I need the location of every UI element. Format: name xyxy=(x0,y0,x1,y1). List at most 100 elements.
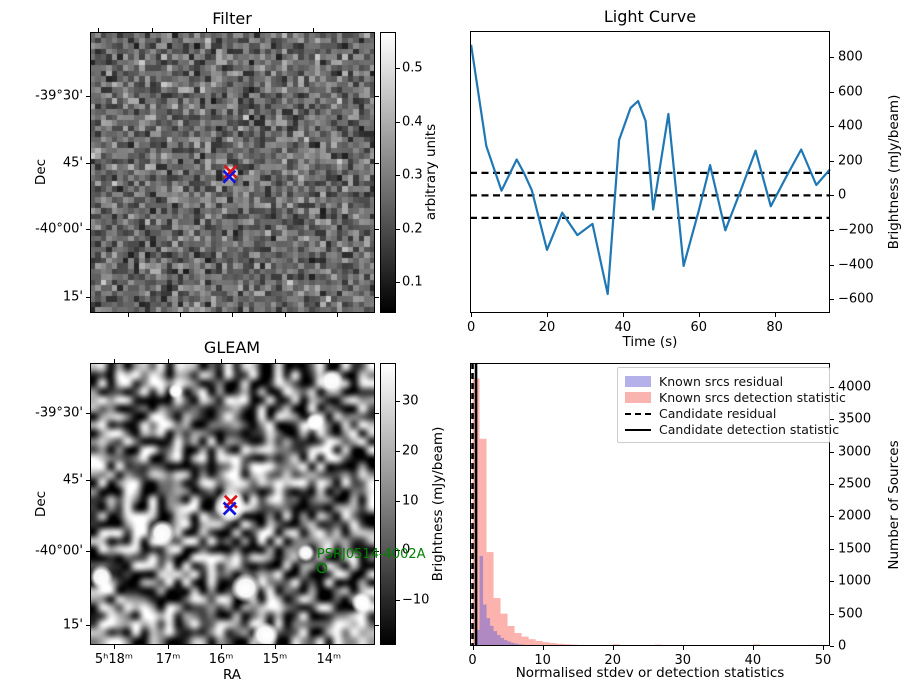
axis-tick xyxy=(830,229,834,231)
axis-tick xyxy=(622,313,624,317)
axis-tick xyxy=(830,516,834,518)
count-tick-label: 3500 xyxy=(838,411,872,427)
axis-tick xyxy=(830,264,834,266)
ra-tick-label: 17ᵐ xyxy=(155,652,181,667)
legend-item: Known srcs detection statistic xyxy=(625,390,846,405)
axis-tick xyxy=(830,299,834,301)
axis-tick xyxy=(396,68,400,70)
axis-tick xyxy=(830,56,834,58)
axis-tick xyxy=(830,581,834,583)
axis-tick xyxy=(113,359,115,363)
axis-tick xyxy=(830,613,834,615)
filter-colorbar-label: arbitrary units xyxy=(423,123,439,221)
dec-tick-label: -39°30' xyxy=(35,88,83,104)
axis-tick xyxy=(375,95,379,97)
axis-tick xyxy=(472,646,474,650)
dec-tick-label: 15' xyxy=(62,617,83,633)
legend-label: Candidate detection statistic xyxy=(659,422,840,437)
lightcurve-xlabel: Time (s) xyxy=(622,334,678,350)
axis-tick xyxy=(205,28,207,32)
axis-tick xyxy=(231,313,233,317)
axis-tick xyxy=(113,645,115,649)
brightness-tick-label: −200 xyxy=(838,222,874,238)
dec-tick-label: -40°00' xyxy=(35,221,83,237)
axis-tick xyxy=(830,126,834,128)
axis-tick xyxy=(375,296,379,298)
axis-tick xyxy=(86,480,90,482)
axis-tick xyxy=(97,28,99,32)
axis-tick xyxy=(396,600,400,602)
stdev-tick-label: 0 xyxy=(468,653,477,668)
axis-tick xyxy=(221,359,223,363)
ra-tick-label: 16ᵐ xyxy=(208,652,234,667)
legend-item: Candidate detection statistic xyxy=(625,422,839,437)
axis-tick xyxy=(830,484,834,486)
axis-tick xyxy=(86,228,90,230)
brightness-tick-label: 800 xyxy=(838,49,863,65)
axis-tick xyxy=(698,313,700,317)
axis-tick xyxy=(612,646,614,650)
axis-tick xyxy=(328,359,330,363)
colorbar-tick-label: 10 xyxy=(402,493,419,508)
axis-tick xyxy=(375,480,379,482)
axis-tick xyxy=(830,386,834,388)
filter-title: Filter xyxy=(212,9,252,28)
gleam-colorbar xyxy=(380,363,396,645)
axis-tick xyxy=(86,412,90,414)
dec-tick-label: -40°00' xyxy=(35,543,83,559)
axis-tick xyxy=(830,91,834,93)
pulsar-circle-marker xyxy=(316,562,328,574)
axis-tick xyxy=(396,175,400,177)
axis-tick xyxy=(328,645,330,649)
filter-colorbar xyxy=(380,32,396,313)
axis-tick xyxy=(221,645,223,649)
count-tick-label: 4000 xyxy=(838,379,872,395)
count-tick-label: 2500 xyxy=(838,476,872,492)
axis-tick xyxy=(830,646,834,647)
axis-tick xyxy=(259,28,260,32)
axis-tick xyxy=(168,359,170,363)
x-marker xyxy=(222,169,237,184)
time-tick-label: 60 xyxy=(690,320,708,335)
brightness-tick-label: 0 xyxy=(838,187,847,203)
axis-tick xyxy=(284,313,286,317)
stdev-tick-label: 20 xyxy=(604,653,621,668)
axis-tick xyxy=(127,313,129,317)
axis-tick xyxy=(337,313,339,317)
candidate-residual-line-sample xyxy=(625,412,651,415)
axis-tick xyxy=(471,313,473,317)
ra-tick-label: 5ʰ18ᵐ xyxy=(94,652,134,667)
pulsar-annotation: PSRJ0514-4002A xyxy=(316,546,426,562)
axis-tick xyxy=(396,400,400,402)
gleam-title: GLEAM xyxy=(203,338,261,357)
legend-item: Candidate residual xyxy=(625,406,822,421)
axis-tick xyxy=(396,500,400,502)
axis-tick xyxy=(396,228,400,230)
axis-tick xyxy=(274,645,276,649)
legend-label: Candidate residual xyxy=(659,406,777,421)
count-tick-label: 500 xyxy=(838,606,863,622)
axis-tick xyxy=(542,646,544,650)
brightness-tick-label: 200 xyxy=(838,153,863,169)
legend-label: Known srcs residual xyxy=(659,374,784,389)
axis-tick xyxy=(547,313,548,317)
axis-tick xyxy=(682,646,684,650)
axis-tick xyxy=(830,419,834,421)
brightness-tick-label: 600 xyxy=(838,84,863,100)
filter-ylabel: Dec xyxy=(33,158,49,186)
filter-markers xyxy=(222,164,238,184)
colorbar-tick-label: 20 xyxy=(402,443,419,459)
axis-tick xyxy=(180,313,182,317)
axis-tick xyxy=(375,228,379,230)
axis-tick xyxy=(86,624,90,626)
gleam-colorbar-label: Brightness (mJy/beam) xyxy=(430,426,446,582)
histogram-legend: Known srcs residual Known srcs detection… xyxy=(617,367,846,443)
axis-tick xyxy=(830,160,834,162)
histogram-xlabel: Normalised stdev or detection statistics xyxy=(515,665,785,681)
dec-tick-label: 45' xyxy=(62,155,83,171)
time-tick-label: 0 xyxy=(466,320,476,335)
colorbar-tick-label: 0 xyxy=(402,542,411,558)
time-tick-label: 20 xyxy=(538,320,556,335)
axis-tick xyxy=(774,313,776,317)
